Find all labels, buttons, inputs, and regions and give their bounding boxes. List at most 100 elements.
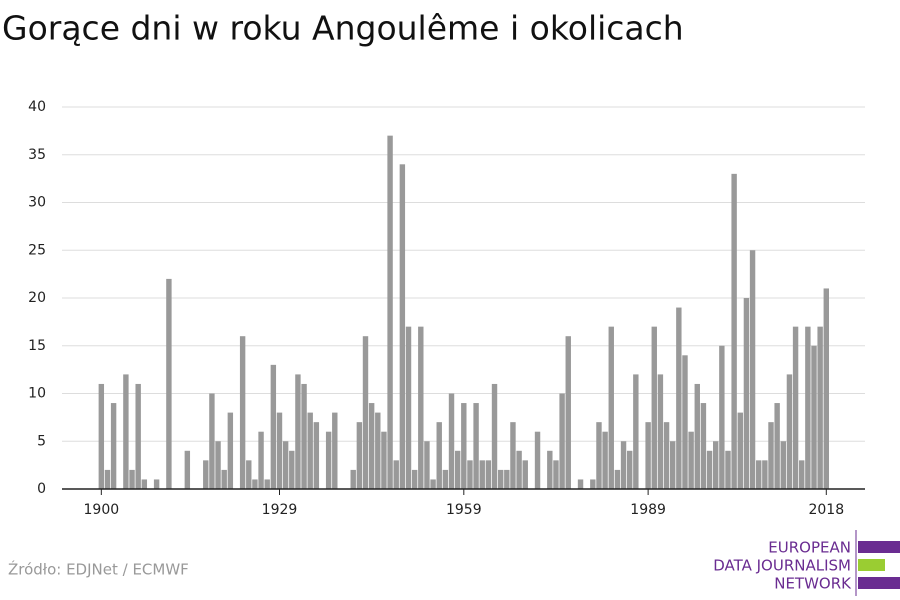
bar [295, 374, 301, 489]
bar [534, 431, 541, 489]
y-tick-label: 25 [28, 242, 46, 258]
bar [252, 479, 258, 489]
bar [780, 441, 786, 489]
bar [510, 422, 516, 489]
bar [110, 403, 117, 489]
bar [805, 326, 811, 489]
bar [590, 479, 596, 489]
bar [565, 336, 571, 489]
bar [633, 374, 639, 489]
logo-text: DATA JOURNALISM [713, 557, 851, 575]
bar [522, 460, 528, 489]
bar [823, 288, 829, 489]
bar [596, 422, 602, 489]
bar [792, 326, 799, 489]
bar [663, 422, 670, 489]
bar [239, 336, 246, 489]
bar [270, 364, 277, 489]
bar [141, 479, 148, 489]
bar [129, 469, 135, 489]
bar [203, 460, 209, 489]
bar [184, 450, 191, 489]
bar [547, 450, 553, 489]
bar [473, 403, 479, 489]
bar [737, 412, 743, 489]
bar [215, 441, 221, 489]
bar [651, 326, 657, 489]
x-tick-label: 2018 [808, 502, 844, 518]
bar [98, 383, 105, 489]
bar [479, 460, 485, 489]
chart-title: Gorące dni w roku Angoulême i okolicach [2, 9, 684, 48]
bar [356, 422, 363, 489]
y-tick-label: 30 [28, 195, 46, 211]
y-tick-label: 0 [37, 481, 46, 497]
bar [387, 135, 393, 489]
bar [301, 383, 307, 489]
bar [504, 469, 510, 489]
bar [411, 469, 418, 489]
bar [786, 374, 793, 489]
bar [399, 164, 406, 490]
bar [368, 403, 375, 489]
bar [289, 450, 295, 489]
bar [516, 450, 522, 489]
bar [676, 307, 682, 489]
bar [614, 469, 621, 489]
bar [104, 469, 111, 489]
bar [645, 422, 651, 489]
bar [620, 441, 627, 489]
bar [768, 422, 774, 489]
bar [731, 173, 737, 489]
bar [491, 383, 498, 489]
bar [682, 355, 688, 489]
bar [221, 469, 227, 489]
bar [485, 460, 492, 489]
bar [227, 412, 234, 489]
bar [375, 412, 381, 489]
bar [559, 393, 565, 489]
logo-text: NETWORK [774, 575, 852, 593]
bar [719, 345, 725, 489]
y-tick-label: 5 [37, 433, 46, 449]
bar [307, 412, 313, 489]
bar [700, 403, 707, 489]
bar [418, 326, 424, 489]
bar [688, 431, 694, 489]
bar [608, 326, 614, 489]
bar [135, 383, 141, 489]
y-tick-label: 35 [28, 147, 46, 163]
bar [713, 441, 719, 489]
logo-bar [858, 559, 885, 571]
bar [246, 460, 252, 489]
bar [350, 469, 356, 489]
bar [166, 278, 172, 489]
bar [442, 469, 449, 489]
logo-text: EUROPEAN [768, 539, 851, 557]
y-tick-label: 40 [28, 99, 46, 115]
bar [799, 460, 805, 489]
bar [725, 450, 731, 489]
bar [669, 441, 676, 489]
bar [313, 422, 320, 489]
bar [430, 479, 436, 489]
bar [123, 374, 129, 489]
logo-bar [858, 541, 900, 553]
bar [448, 393, 455, 489]
bar [756, 460, 762, 489]
source: Źródło: EDJNet / ECMWF [8, 560, 189, 579]
bar [264, 479, 270, 489]
bar [258, 431, 264, 489]
bar [381, 431, 387, 489]
bar [497, 469, 504, 489]
bar [694, 383, 700, 489]
bar [332, 412, 338, 489]
bar [749, 250, 756, 489]
bar [405, 326, 412, 489]
bar [817, 326, 823, 489]
x-tick-label: 1929 [262, 502, 298, 518]
x-tick-label: 1989 [630, 502, 666, 518]
x-tick-label: 1900 [84, 502, 120, 518]
bar [743, 298, 750, 489]
